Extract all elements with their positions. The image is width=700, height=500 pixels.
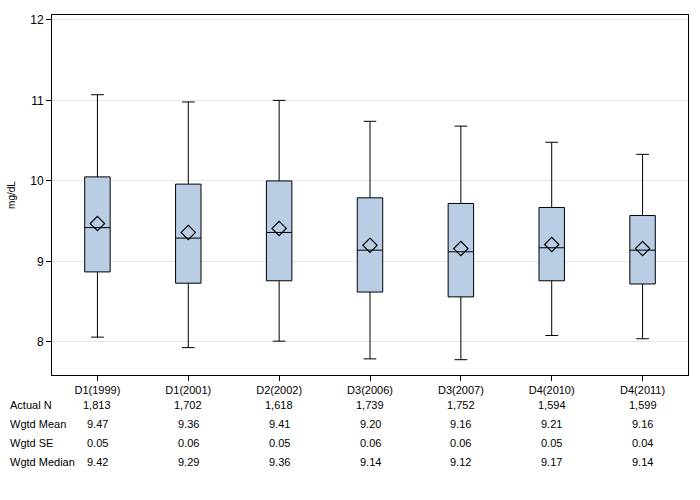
svg-text:1,599: 1,599 [629, 399, 657, 411]
svg-text:0.06: 0.06 [450, 437, 471, 449]
svg-text:0.05: 0.05 [269, 437, 290, 449]
svg-text:1,594: 1,594 [538, 399, 566, 411]
svg-text:D1(1999): D1(1999) [75, 384, 121, 396]
svg-text:9.20: 9.20 [360, 418, 381, 430]
svg-text:9.41: 9.41 [269, 418, 290, 430]
svg-text:Wgtd Mean: Wgtd Mean [10, 418, 66, 430]
svg-text:Actual N: Actual N [10, 399, 52, 411]
svg-text:9.14: 9.14 [632, 456, 653, 468]
svg-text:1,752: 1,752 [447, 399, 475, 411]
svg-text:Wgtd Median: Wgtd Median [10, 456, 75, 468]
svg-text:0.06: 0.06 [178, 437, 199, 449]
svg-text:Wgtd SE: Wgtd SE [10, 437, 53, 449]
svg-text:9.14: 9.14 [360, 456, 381, 468]
svg-text:9.36: 9.36 [178, 418, 199, 430]
svg-text:10: 10 [30, 174, 44, 188]
svg-text:D2(2002): D2(2002) [256, 384, 302, 396]
svg-text:9.16: 9.16 [632, 418, 653, 430]
svg-text:1,813: 1,813 [83, 399, 111, 411]
svg-text:D3(2006): D3(2006) [347, 384, 393, 396]
svg-text:0.05: 0.05 [87, 437, 108, 449]
svg-text:9.16: 9.16 [450, 418, 471, 430]
svg-text:D3(2007): D3(2007) [438, 384, 484, 396]
svg-text:1,739: 1,739 [356, 399, 384, 411]
svg-text:D4(2011): D4(2011) [620, 384, 665, 396]
svg-text:9.21: 9.21 [541, 418, 562, 430]
svg-text:mg/dL: mg/dL [6, 181, 17, 209]
svg-text:9.36: 9.36 [269, 456, 290, 468]
svg-text:0.06: 0.06 [360, 437, 381, 449]
svg-text:9: 9 [37, 255, 44, 269]
svg-text:D1(2001): D1(2001) [165, 384, 211, 396]
svg-text:11: 11 [31, 94, 44, 108]
svg-text:D4(2010): D4(2010) [529, 384, 575, 396]
svg-text:9.17: 9.17 [541, 456, 562, 468]
svg-text:1,618: 1,618 [265, 399, 293, 411]
svg-text:0.04: 0.04 [632, 437, 653, 449]
svg-text:8: 8 [37, 335, 44, 349]
svg-text:9.29: 9.29 [178, 456, 199, 468]
svg-text:9.47: 9.47 [87, 418, 108, 430]
svg-text:1,702: 1,702 [174, 399, 202, 411]
svg-text:12: 12 [30, 13, 44, 27]
svg-text:9.12: 9.12 [450, 456, 471, 468]
svg-text:0.05: 0.05 [541, 437, 562, 449]
svg-text:9.42: 9.42 [87, 456, 108, 468]
